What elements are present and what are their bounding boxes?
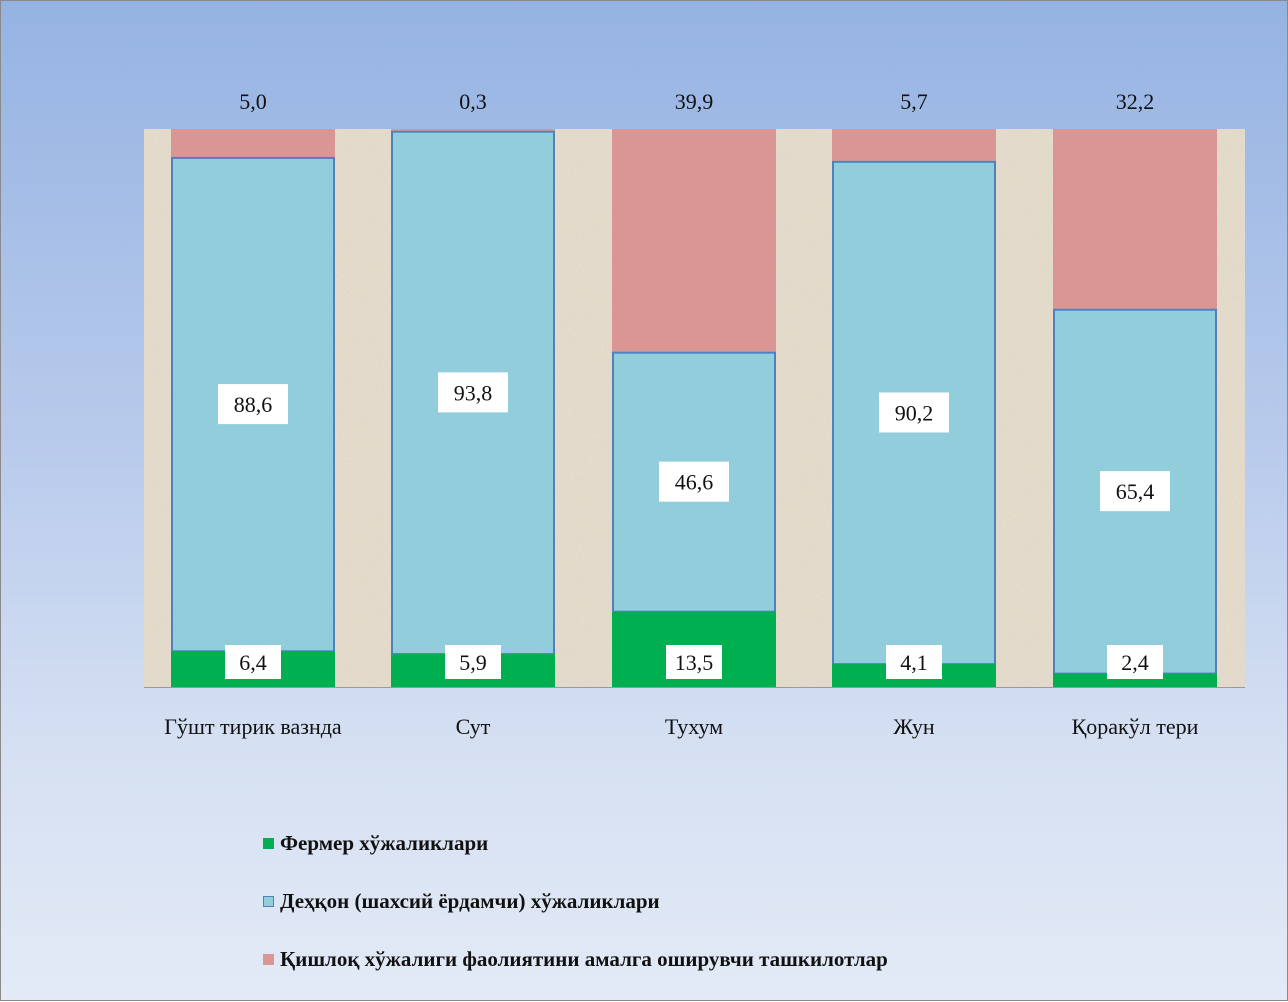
data-label-organizations: 32,2 (1116, 89, 1155, 114)
bar-dehqon (1053, 308, 1217, 675)
data-label-organizations: 0,3 (459, 89, 487, 114)
data-label-box-dehqon (218, 384, 288, 425)
bar-organizations (171, 129, 335, 157)
data-label-organizations: 5,0 (239, 89, 267, 114)
data-label-organizations: 39,9 (675, 89, 714, 114)
data-label-farmer: 5,9 (459, 650, 487, 675)
legend-item-dehqon: Деҳқон (шахсий ёрдамчи) хўжаликлари (263, 881, 888, 921)
data-label-farmer: 13,5 (675, 650, 714, 675)
data-label-farmer: 4,1 (900, 650, 928, 675)
data-label-dehqon: 46,6 (675, 470, 714, 495)
data-label-box-farmer (886, 645, 942, 679)
data-label-farmer: 6,4 (239, 650, 267, 675)
data-label-dehqon: 88,6 (234, 392, 273, 417)
bar-organizations (391, 129, 555, 131)
x-tick-label: Гўшт тирик вазнда (164, 714, 342, 739)
data-label-organizations: 5,7 (900, 89, 928, 114)
legend-label-dehqon: Деҳқон (шахсий ёрдамчи) хўжаликлари (280, 888, 660, 913)
data-label-box-farmer (225, 645, 281, 679)
data-label-box-dehqon (1100, 471, 1170, 512)
data-label-dehqon: 90,2 (895, 400, 934, 425)
x-tick-label: Жун (893, 714, 935, 739)
data-label-dehqon: 93,8 (454, 380, 493, 405)
legend-swatch-dehqon (263, 895, 274, 907)
x-tick-label: Тухум (665, 714, 723, 739)
x-tick-label: Қоракўл тери (1072, 714, 1199, 739)
data-label-box-farmer (445, 645, 501, 679)
data-label-box-dehqon (659, 461, 729, 502)
legend: Фермер хўжаликлари Деҳқон (шахсий ёрдамч… (263, 823, 888, 997)
legend-label-organizations: Қишлоқ хўжалиги фаолиятини амалга оширув… (280, 946, 888, 971)
data-label-box-farmer (666, 645, 722, 679)
bar-organizations (832, 129, 996, 161)
data-label-box-farmer (1107, 645, 1163, 679)
legend-item-organizations: Қишлоқ хўжалиги фаолиятини амалга оширув… (263, 939, 888, 979)
legend-swatch-farmer (263, 837, 274, 849)
bar-organizations (1053, 129, 1217, 309)
x-tick-label: Сут (456, 714, 491, 739)
data-label-farmer: 2,4 (1121, 650, 1149, 675)
bar-organizations (612, 129, 776, 352)
legend-item-farmer: Фермер хўжаликлари (263, 823, 888, 863)
legend-label-farmer: Фермер хўжаликлари (280, 830, 489, 855)
data-label-box-dehqon (879, 392, 949, 433)
legend-swatch-organizations (263, 953, 274, 965)
bar-farmer (1053, 673, 1217, 687)
data-label-dehqon: 65,4 (1116, 479, 1155, 504)
data-label-box-dehqon (438, 372, 508, 413)
